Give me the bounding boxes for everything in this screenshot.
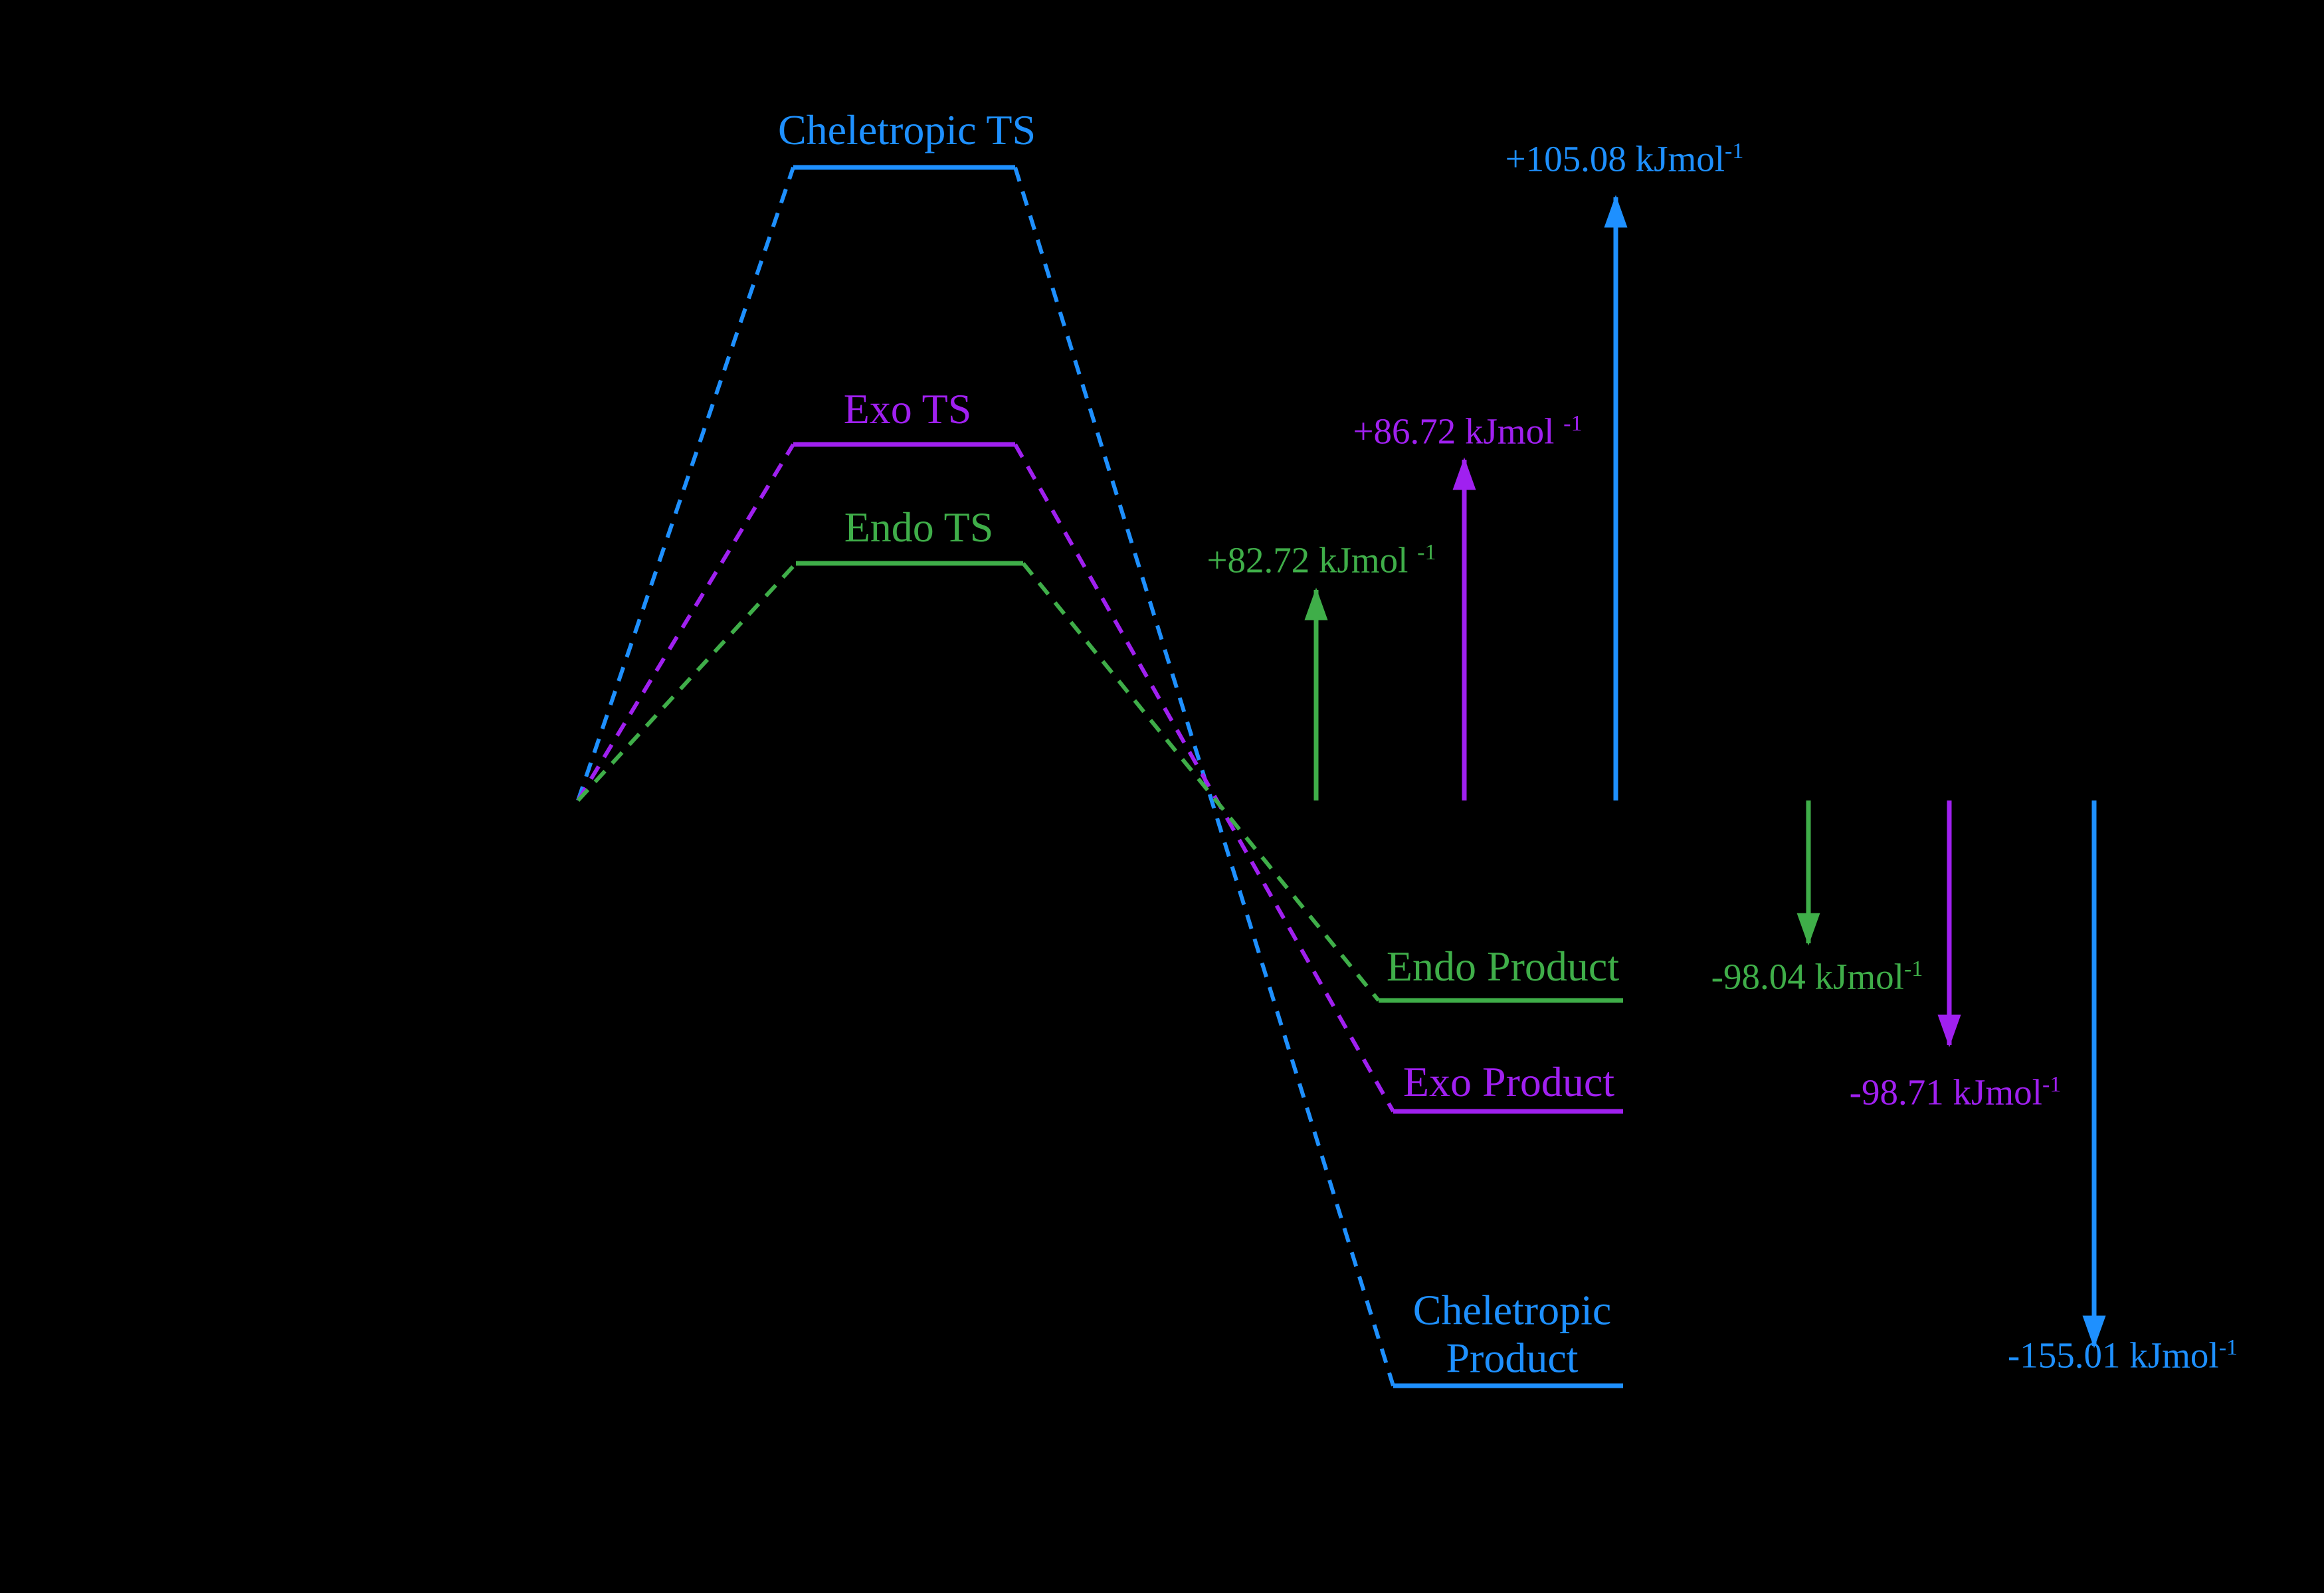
cheletropic-product-label-line2: Product bbox=[1446, 1334, 1579, 1381]
cheletropic-ascent-dash bbox=[576, 167, 795, 801]
exo-reaction-energy-exponent: -1 bbox=[2042, 1072, 2062, 1097]
cheletropic-activation-energy-label: +105.08 kJmol-1 bbox=[1505, 138, 1744, 180]
cheletropic-activation-energy-value: +105.08 kJmol bbox=[1505, 138, 1725, 179]
cheletropic-reaction-energy-value: -155.01 kJmol bbox=[2007, 1335, 2219, 1376]
endo-activation-energy-exponent: -1 bbox=[1417, 540, 1436, 565]
endo-descent-dash bbox=[1021, 562, 1381, 1002]
exo-ascent-dash bbox=[576, 443, 795, 802]
exo-activation-energy-exponent: -1 bbox=[1563, 411, 1583, 436]
cheletropic-ts-label: Cheletropic TS bbox=[777, 106, 1036, 153]
endo-reaction-energy-label: -98.04 kJmol-1 bbox=[1711, 956, 1923, 998]
cheletropic-activation-energy-exponent: -1 bbox=[1725, 139, 1744, 164]
endo-reaction-energy-value: -98.04 kJmol bbox=[1711, 956, 1904, 997]
exo-reaction-energy-label: -98.71 kJmol-1 bbox=[1850, 1072, 2062, 1113]
exo-reaction-energy-value: -98.71 kJmol bbox=[1849, 1072, 2042, 1113]
endo-reaction-energy-exponent: -1 bbox=[1903, 957, 1923, 982]
cheletropic-reaction-energy-label: -155.01 kJmol-1 bbox=[2008, 1335, 2238, 1376]
endo-activation-energy-label: +82.72 kJmol -1 bbox=[1207, 539, 1436, 581]
exo-activation-energy-value: +86.72 kJmol bbox=[1353, 411, 1564, 452]
cheletropic-reaction-energy-exponent: -1 bbox=[2218, 1335, 2238, 1360]
endo-ascent-dash bbox=[576, 561, 798, 802]
exo-ts-label: Exo TS bbox=[843, 385, 972, 432]
cheletropic-product-label-line1: Cheletropic bbox=[1412, 1286, 1612, 1334]
exo-descent-dash bbox=[1013, 443, 1395, 1113]
endo-product-label: Endo Product bbox=[1386, 943, 1620, 990]
exo-activation-energy-label: +86.72 kJmol -1 bbox=[1353, 411, 1582, 452]
endo-ts-label: Endo TS bbox=[844, 504, 994, 551]
cheletropic-product-label: Cheletropic Product bbox=[1413, 1286, 1612, 1381]
exo-product-label: Exo Product bbox=[1403, 1058, 1615, 1105]
endo-activation-energy-value: +82.72 kJmol bbox=[1207, 539, 1418, 581]
